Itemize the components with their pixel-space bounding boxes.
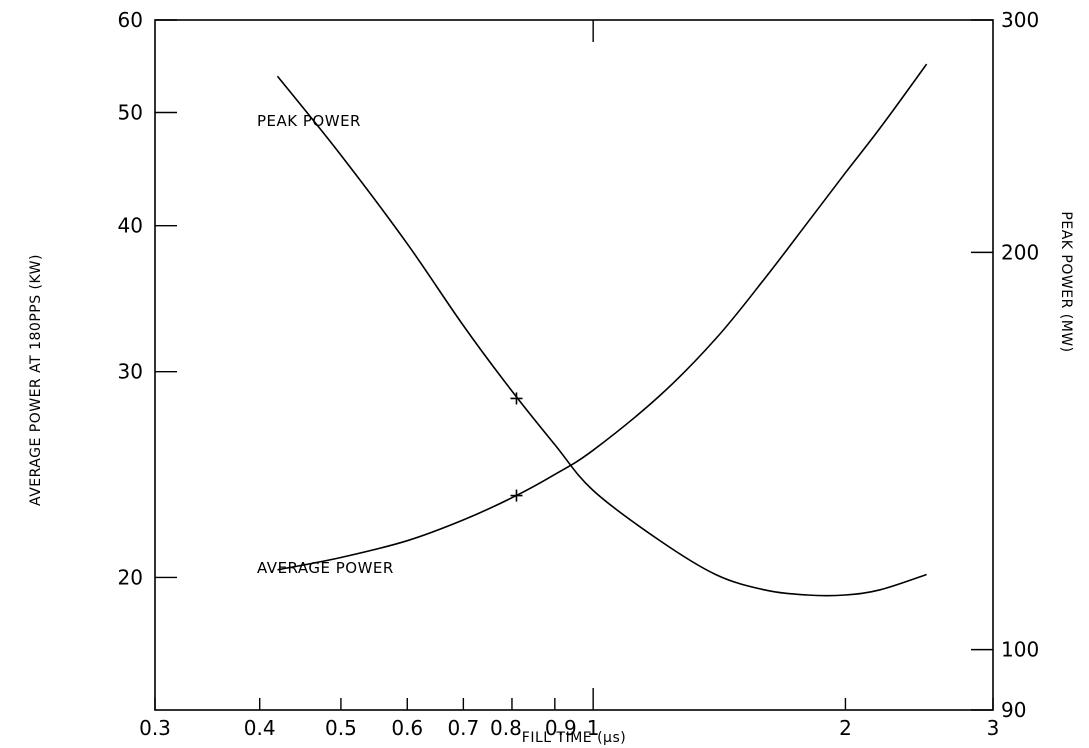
x-tick-label: 1 <box>587 716 600 740</box>
y-right-tick-label: 200 <box>1001 240 1039 264</box>
x-tick-label: 0.8 <box>490 716 522 740</box>
x-tick-label: 0.4 <box>244 716 276 740</box>
y-left-axis-ticks: 20 30 40 50 60 <box>118 8 177 589</box>
y-right-tick-label: 90 <box>1001 698 1026 722</box>
y-right-tick-label: 300 <box>1001 8 1039 32</box>
series-average-power <box>277 63 928 571</box>
plot-frame <box>154 19 994 711</box>
y-left-tick-label: 60 <box>118 8 143 32</box>
x-tick-label: 0.6 <box>391 716 423 740</box>
y-left-tick-label: 30 <box>118 360 143 384</box>
x-axis-title: FILL TIME (μs) <box>522 730 626 746</box>
y-right-tick-label: 100 <box>1001 638 1039 662</box>
x-axis-ticks: 0.3 0.4 0.5 0.6 0.7 0.8 0.9 1 2 3 <box>139 20 999 740</box>
x-tick-label: 0.3 <box>139 716 171 740</box>
y-left-tick-label: 50 <box>118 101 143 125</box>
markers <box>510 392 523 502</box>
x-tick-label: 0.5 <box>325 716 357 740</box>
plus-marker <box>510 392 523 405</box>
plus-marker <box>510 489 523 502</box>
y-right-axis-title: PEAK POWER (MW) <box>1058 211 1074 352</box>
y-left-tick-label: 20 <box>118 565 143 589</box>
annotation-peak-power: PEAK POWER <box>257 112 361 130</box>
y-left-tick-label: 40 <box>118 214 143 238</box>
x-tick-label: 2 <box>839 716 852 740</box>
x-tick-label: 0.9 <box>545 716 577 740</box>
y-left-axis-title: AVERAGE POWER AT 180PPS (KW) <box>28 254 44 506</box>
x-tick-label: 0.7 <box>447 716 479 740</box>
x-tick-label: 3 <box>987 716 1000 740</box>
annotation-average-power: AVERAGE POWER <box>257 559 394 577</box>
series-peak-power <box>276 75 927 597</box>
series-lines <box>276 63 928 597</box>
y-right-axis-ticks: 90 100 200 300 <box>971 8 1039 722</box>
